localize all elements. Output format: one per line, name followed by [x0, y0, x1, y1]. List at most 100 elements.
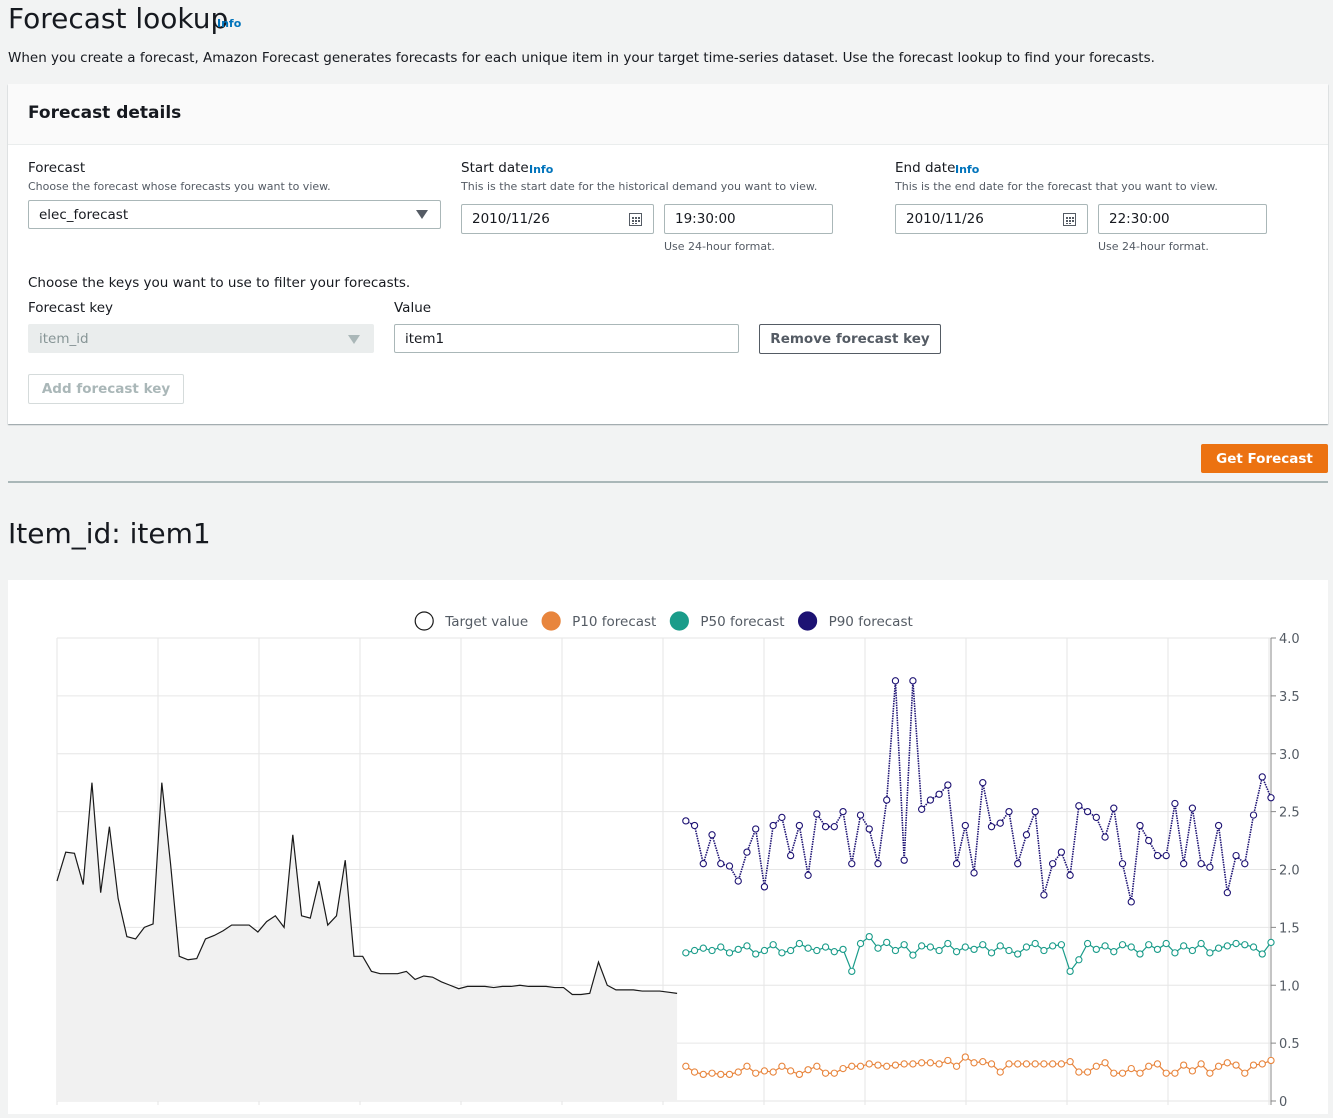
data-point: [752, 1069, 760, 1077]
remove-key-button[interactable]: Remove forecast key: [759, 324, 941, 354]
data-point: [760, 946, 769, 955]
data-point: [856, 811, 865, 819]
data-point: [1110, 948, 1118, 956]
data-point: [891, 1061, 900, 1069]
data-point: [1127, 943, 1135, 951]
time-input[interactable]: 19:30:00: [664, 204, 833, 234]
data-point: [804, 944, 812, 952]
info-link[interactable]: Info: [529, 163, 554, 176]
data-point: [1180, 860, 1188, 868]
data-point: [979, 941, 987, 949]
data-point: [987, 823, 996, 831]
data-point: [1057, 848, 1066, 856]
field-label: Start date: [461, 160, 529, 176]
data-point: [752, 825, 760, 833]
data-point: [1258, 773, 1266, 781]
data-point: [795, 939, 804, 948]
field-hint: This is the end date for the forecast th…: [895, 180, 1218, 193]
info-link[interactable]: Info: [217, 17, 242, 30]
data-point: [1136, 821, 1144, 830]
select-value: elec_forecast: [39, 206, 129, 223]
data-point: [970, 1059, 978, 1067]
data-point: [900, 856, 908, 864]
data-point: [813, 810, 821, 818]
y-tick-label: 4.0: [1279, 632, 1300, 647]
data-point: [725, 949, 734, 957]
data-point: [708, 831, 716, 839]
data-point: [1136, 1069, 1144, 1077]
data-point: [769, 821, 777, 830]
data-point: [970, 869, 978, 877]
time-input[interactable]: 22:30:00: [1098, 204, 1267, 234]
data-point: [725, 862, 734, 870]
data-point: [848, 860, 856, 868]
y-tick-label: 0: [1279, 1095, 1287, 1110]
data-point: [1031, 939, 1039, 948]
data-point: [778, 813, 786, 822]
data-point: [961, 821, 969, 830]
legend-marker: [541, 611, 561, 631]
data-point: [725, 1070, 734, 1079]
data-point: [1049, 860, 1057, 868]
data-point: [961, 943, 969, 951]
data-point: [821, 1069, 830, 1077]
time-value: 22:30:00: [1109, 211, 1170, 227]
data-point: [743, 1062, 751, 1070]
data-point: [1022, 831, 1031, 839]
data-point: [1005, 807, 1013, 816]
data-point: [970, 945, 978, 954]
data-point: [1049, 942, 1057, 950]
value-input[interactable]: item1: [394, 324, 739, 353]
data-point: [795, 821, 804, 830]
data-point: [682, 1062, 690, 1070]
panel-title: Forecast details: [28, 103, 182, 123]
time-value: 19:30:00: [675, 211, 736, 227]
info-link[interactable]: Info: [955, 163, 980, 176]
date-input[interactable]: 2010/11/26: [895, 204, 1088, 234]
data-point: [1031, 1060, 1039, 1068]
data-point: [1197, 1060, 1205, 1068]
data-point: [926, 943, 935, 951]
get-forecast-button[interactable]: Get Forecast: [1201, 444, 1328, 473]
data-point: [1092, 945, 1100, 954]
data-point: [1145, 941, 1153, 949]
data-point: [1118, 860, 1127, 868]
data-point: [909, 677, 917, 685]
data-point: [1014, 860, 1022, 868]
y-tick-label: 1.5: [1279, 921, 1300, 936]
filter-prompt: Choose the keys you want to use to filte…: [28, 275, 411, 291]
data-point: [1232, 939, 1240, 948]
data-point: [961, 1053, 969, 1061]
data-point: [1206, 863, 1214, 871]
data-point: [1083, 807, 1092, 816]
data-point: [1040, 891, 1048, 899]
data-point: [944, 781, 952, 789]
field-label: Value: [394, 300, 432, 316]
data-point: [813, 946, 821, 955]
legend-marker: [797, 611, 818, 631]
field-label: End date: [895, 160, 956, 176]
data-point: [1145, 1062, 1153, 1070]
data-point: [952, 860, 961, 868]
data-point: [1118, 1069, 1127, 1077]
data-point: [1110, 1069, 1118, 1077]
date-value: 2010/11/26: [472, 211, 550, 227]
data-point: [1092, 813, 1100, 822]
data-point: [786, 851, 795, 860]
data-point: [699, 860, 707, 868]
data-point: [1171, 1069, 1179, 1077]
data-point: [1040, 946, 1048, 955]
data-point: [935, 790, 943, 798]
data-point: [1258, 950, 1266, 958]
data-point: [900, 1060, 908, 1068]
data-point: [1145, 836, 1153, 845]
date-input[interactable]: 2010/11/26: [461, 204, 654, 234]
data-point: [1153, 1060, 1162, 1068]
data-point: [1162, 1069, 1170, 1077]
data-point: [1214, 1062, 1223, 1070]
data-point: [952, 1062, 961, 1070]
data-point: [1267, 1056, 1275, 1065]
forecast-select[interactable]: elec_forecast: [28, 200, 441, 229]
field-label: Forecast: [28, 160, 86, 176]
data-point: [734, 877, 742, 885]
